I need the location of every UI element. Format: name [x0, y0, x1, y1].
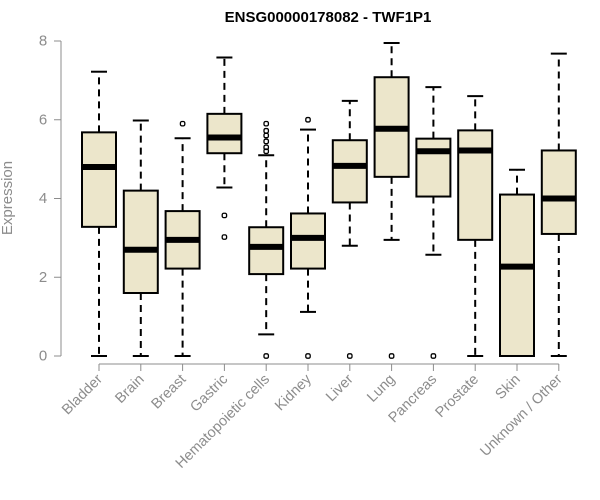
iqr-box [122, 189, 159, 294]
outlier-point [263, 353, 270, 359]
box-pancreas [415, 86, 452, 359]
y-tick-label: 2 [39, 269, 47, 286]
box-brain [122, 119, 159, 357]
box-skin [499, 168, 535, 357]
box-hematopoietic-cells [248, 120, 285, 359]
box-unknown-other [540, 52, 577, 357]
outlier-point [263, 120, 270, 127]
box-prostate [457, 95, 494, 357]
boxes-group [81, 41, 577, 359]
outlier-point [263, 138, 270, 145]
outlier-point [346, 353, 353, 359]
outlier-point [430, 353, 437, 359]
iqr-box [457, 129, 494, 241]
iqr-box [540, 149, 577, 235]
chart-title: ENSG00000178082 - TWF1P1 [225, 9, 432, 26]
outlier-point [179, 120, 186, 127]
box-gastric [206, 56, 243, 240]
x-tick-label: Prostate [433, 372, 482, 421]
box-bladder [81, 70, 117, 357]
x-tick-label: Lung [364, 372, 398, 406]
iqr-box [331, 139, 368, 204]
iqr-box [290, 212, 326, 270]
outlier-point [221, 212, 228, 219]
x-tick-label: Brain [112, 372, 147, 407]
box-liver [331, 99, 368, 359]
iqr-box [248, 226, 285, 276]
x-tick-label: Bladder [59, 371, 106, 418]
outlier-point [305, 353, 311, 359]
box-kidney [290, 116, 326, 359]
outlier-point [263, 132, 270, 139]
y-axis-label: Expression [0, 161, 16, 235]
y-tick-label: 8 [39, 33, 47, 50]
outlier-point [221, 234, 228, 240]
box-breast [164, 120, 201, 357]
iqr-box [81, 131, 117, 228]
x-tick-label: Breast [148, 372, 189, 413]
box-lung [373, 41, 410, 359]
y-tick-label: 0 [39, 348, 47, 365]
y-tick-label: 4 [39, 190, 47, 207]
x-tick-label: Liver [323, 371, 357, 405]
y-axis: 0 2 4 6 8 [39, 33, 62, 365]
y-tick-label: 6 [39, 111, 47, 128]
iqr-box [415, 137, 452, 198]
iqr-box [206, 112, 243, 155]
x-tick-label: Skin [493, 372, 524, 403]
outlier-point [263, 127, 270, 134]
iqr-box [499, 193, 535, 357]
outlier-point [305, 116, 311, 123]
outlier-point [263, 148, 270, 155]
x-tick-label: Kidney [272, 371, 315, 414]
outlier-point [388, 353, 395, 359]
